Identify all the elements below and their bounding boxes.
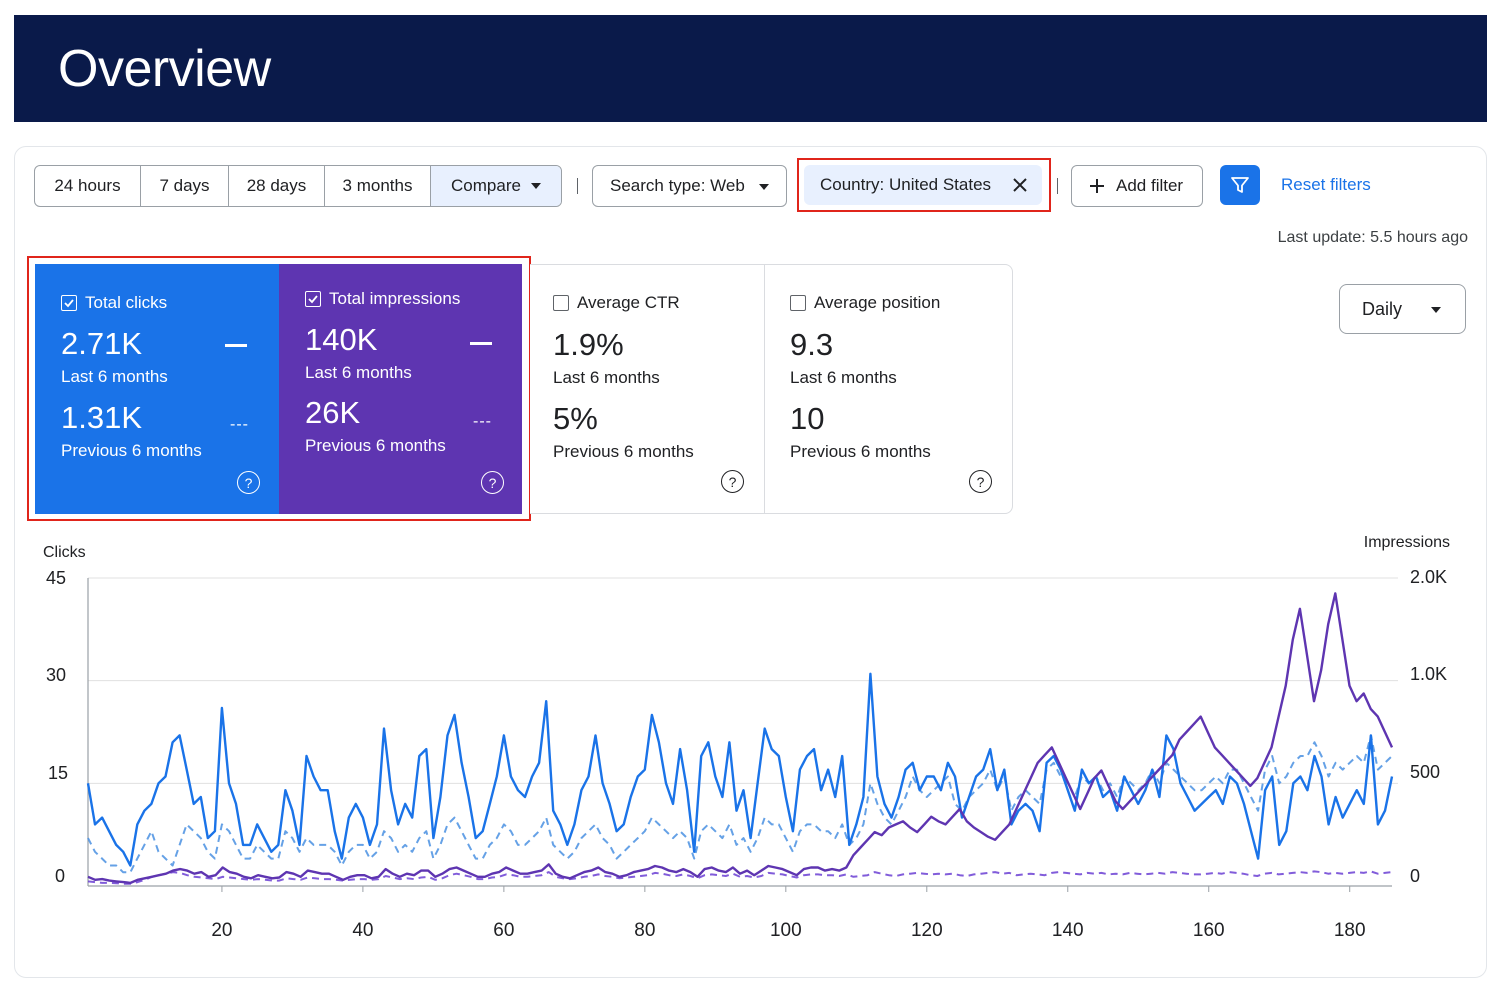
total-impressions-title: Total impressions (329, 289, 461, 308)
card-title: Average position (790, 293, 940, 313)
average-ctr-previous-value: 5% (553, 401, 598, 436)
chevron-down-icon (530, 183, 541, 189)
plus-icon (1090, 179, 1104, 193)
left-tick-label: 0 (55, 866, 66, 886)
country-filter-highlight (797, 158, 1051, 212)
average-position-previous-period: Previous 6 months (790, 442, 931, 461)
country-filter-chip[interactable]: Country: United States (804, 165, 1042, 205)
help-icon[interactable]: ? (237, 471, 260, 494)
range-28-days[interactable]: 28 days (229, 166, 325, 206)
date-range-toolbar: 24 hours 7 days 28 days 3 months Compare (34, 164, 562, 208)
checkbox-unchecked-icon[interactable] (790, 295, 806, 311)
left-axis-title: Clicks (43, 544, 86, 561)
chart-plot-area: 20 40 60 80 100 120 140 160 180 (86, 577, 1398, 941)
checkbox-checked-icon[interactable] (305, 291, 321, 307)
search-type-label: Search type: Web (610, 176, 745, 195)
total-clicks-title: Total clicks (85, 293, 168, 312)
right-tick-label: 500 (1410, 762, 1441, 782)
x-tick-label: 100 (770, 920, 802, 941)
page-header: Overview (14, 15, 1487, 122)
granularity-label: Daily (1362, 298, 1403, 319)
total-impressions-previous-period: Previous 6 months (305, 436, 446, 455)
date-range-selector: 24 hours 7 days 28 days 3 months Compare (34, 165, 562, 207)
total-clicks-period: Last 6 months (61, 367, 168, 386)
last-update-text: Last update: 5.5 hours ago (1277, 229, 1468, 246)
search-type-dropdown[interactable]: Search type: Web (592, 165, 787, 207)
x-tick-label: 40 (352, 920, 373, 941)
x-tick-label: 140 (1052, 920, 1084, 941)
average-position-title: Average position (814, 293, 941, 312)
solid-line-legend-icon (470, 342, 492, 345)
dashed-line-legend-icon: --- (473, 413, 492, 430)
average-ctr-period: Last 6 months (553, 368, 660, 387)
total-clicks-value: 2.71K (61, 326, 143, 361)
reset-filters-link[interactable]: Reset filters (1281, 175, 1371, 194)
series-line (86, 672, 1394, 867)
checkbox-checked-icon[interactable] (61, 295, 77, 311)
series-line (87, 592, 1394, 885)
total-impressions-card[interactable]: Total impressions 140K Last 6 months 26K… (279, 264, 522, 514)
chevron-down-icon (759, 184, 769, 190)
total-clicks-previous-period: Previous 6 months (61, 441, 202, 460)
average-position-value: 9.3 (790, 327, 834, 362)
card-title: Total impressions (305, 289, 460, 309)
close-icon[interactable] (1012, 177, 1028, 193)
card-title: Total clicks (61, 293, 167, 313)
average-position-previous-value: 10 (790, 401, 825, 436)
right-tick-label: 1.0K (1410, 664, 1448, 684)
divider (577, 178, 578, 194)
x-tick-label: 60 (493, 920, 514, 941)
divider (1057, 178, 1058, 194)
checkbox-unchecked-icon[interactable] (553, 295, 569, 311)
left-tick-label: 45 (46, 568, 67, 588)
add-filter-button[interactable]: Add filter (1071, 165, 1203, 207)
average-position-card[interactable]: Average position 9.3 Last 6 months 10 Pr… (764, 264, 1013, 514)
page-title: Overview (58, 40, 271, 98)
help-icon[interactable]: ? (969, 470, 992, 493)
total-impressions-value: 140K (305, 322, 378, 357)
x-tick-label: 160 (1193, 920, 1225, 941)
average-ctr-title: Average CTR (577, 293, 680, 312)
dashed-line-legend-icon: --- (230, 416, 249, 433)
left-tick-label: 30 (46, 665, 67, 685)
right-axis-title: Impressions (1363, 534, 1450, 551)
card-title: Average CTR (553, 293, 680, 313)
total-impressions-previous-value: 26K (305, 395, 361, 430)
series-line (87, 870, 1393, 885)
add-filter-label: Add filter (1116, 176, 1184, 195)
compare-dropdown[interactable]: Compare (431, 166, 561, 206)
compare-label: Compare (451, 176, 521, 195)
average-position-period: Last 6 months (790, 368, 897, 387)
performance-chart: Clicks Impressions 45 30 15 0 2.0K 1.0K … (0, 530, 1500, 950)
right-tick-label: 2.0K (1410, 567, 1448, 587)
x-tick-label: 120 (911, 920, 943, 941)
total-clicks-card[interactable]: Total clicks 2.71K Last 6 months 1.31K P… (35, 264, 279, 514)
x-tick-label: 20 (211, 920, 232, 941)
average-ctr-card[interactable]: Average CTR 1.9% Last 6 months 5% Previo… (530, 264, 764, 514)
chevron-down-icon (1431, 307, 1441, 313)
total-impressions-period: Last 6 months (305, 363, 412, 382)
x-tick-label: 80 (634, 920, 655, 941)
country-filter-label: Country: United States (820, 175, 992, 194)
filter-funnel-icon (1231, 177, 1249, 193)
range-24-hours[interactable]: 24 hours (35, 166, 141, 206)
average-ctr-value: 1.9% (553, 327, 624, 362)
average-ctr-previous-period: Previous 6 months (553, 442, 694, 461)
right-tick-label: 0 (1410, 866, 1421, 886)
help-icon[interactable]: ? (721, 470, 744, 493)
series-line (87, 734, 1393, 874)
total-clicks-previous-value: 1.31K (61, 400, 143, 435)
help-icon[interactable]: ? (481, 471, 504, 494)
left-tick-label: 15 (48, 763, 69, 783)
granularity-dropdown[interactable]: Daily (1339, 284, 1466, 334)
range-3-months[interactable]: 3 months (325, 166, 431, 206)
range-7-days[interactable]: 7 days (141, 166, 229, 206)
filter-toggle-button[interactable] (1220, 165, 1260, 205)
solid-line-legend-icon (225, 344, 247, 347)
x-tick-label: 180 (1334, 920, 1366, 941)
